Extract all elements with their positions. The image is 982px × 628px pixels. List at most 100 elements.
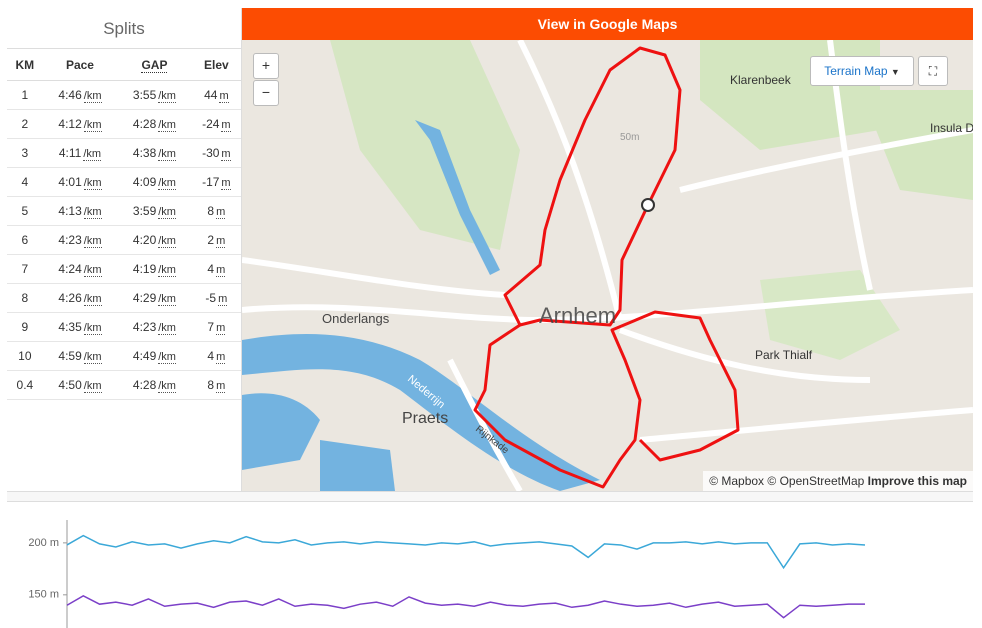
unit: /km: [158, 322, 176, 335]
layer-dropdown[interactable]: Terrain Map ▼: [810, 56, 914, 86]
split-cell: 4:24/km: [42, 254, 118, 284]
park-area: [330, 40, 520, 250]
cell-value: 4:24: [58, 262, 82, 276]
split-cell: 9: [7, 312, 43, 342]
split-cell: -5 m: [191, 283, 241, 313]
unit: m: [216, 351, 226, 364]
attr-improve[interactable]: Improve this map: [867, 474, 967, 488]
split-cell: 4:46/km: [42, 80, 118, 110]
attribution: © Mapbox © OpenStreetMap Improve this ma…: [703, 471, 973, 491]
attr-osm[interactable]: © OpenStreetMap: [767, 474, 865, 488]
split-cell: 4:49/km: [117, 341, 192, 371]
header-text: Pace: [65, 57, 94, 72]
cell-value: 4:20: [132, 233, 157, 247]
caret: ▼: [890, 67, 900, 77]
cell-value: 4:26: [58, 291, 82, 305]
river: [242, 334, 600, 491]
split-cell: 7: [7, 254, 43, 284]
split-cell: 4:29/km: [117, 283, 192, 313]
split-row: 5 4:13/km 3:59/km 8 m: [7, 196, 241, 226]
cell-value: 44: [204, 88, 218, 102]
split-cell: 4:50/km: [42, 370, 118, 400]
cell-value: 4:50: [58, 378, 82, 392]
unit: /km: [158, 90, 176, 103]
map-label: Insula De: [930, 121, 973, 135]
map[interactable]: Arnhem Praets Onderlangs Park Thialf Kla…: [242, 40, 973, 491]
split-cell: 4:12/km: [42, 109, 118, 139]
unit: /km: [158, 351, 176, 364]
elevation-chart: 150 m 200 m: [28, 520, 866, 628]
fullscreen-button[interactable]: ⛶: [918, 56, 948, 86]
route: [473, 310, 740, 489]
column-header: Pace: [42, 49, 118, 81]
split-cell: 44 m: [191, 80, 241, 110]
zoom-out[interactable]: −: [253, 80, 279, 106]
zoom-in[interactable]: +: [253, 53, 279, 79]
split-row: 8 4:26/km 4:29/km -5 m: [7, 283, 241, 313]
google-maps-button[interactable]: View in Google Maps: [242, 8, 973, 40]
split-row: 0.4 4:50/km 4:28/km 8 m: [7, 370, 241, 400]
unit: m: [216, 322, 226, 335]
map-label: Arnhem: [539, 303, 616, 328]
cell-value: 4:23: [132, 320, 157, 334]
unit: /km: [83, 148, 102, 161]
split-row: 3 4:11/km 4:38/km -30 m: [7, 138, 241, 168]
unit: m: [216, 380, 226, 393]
attr-mapbox[interactable]: © Mapbox: [709, 474, 765, 488]
cell-value: 8: [21, 291, 29, 305]
finish-marker: [641, 198, 655, 212]
data-line: [66, 595, 865, 619]
unit: /km: [83, 322, 102, 335]
unit: m: [221, 148, 231, 161]
cell-value: 2: [207, 233, 215, 247]
cell-value: 4:19: [132, 262, 157, 276]
cell-value: 4: [21, 175, 29, 189]
split-cell: 3: [7, 138, 43, 168]
cell-value: 5: [21, 204, 29, 218]
water: [242, 393, 320, 470]
split-cell: 4: [7, 167, 43, 197]
split-cell: 4:26/km: [42, 283, 118, 313]
unit: /km: [83, 90, 102, 103]
unit: /km: [83, 351, 102, 364]
unit: m: [221, 177, 231, 190]
route: [503, 46, 682, 327]
cell-value: 4:49: [132, 349, 157, 363]
unit: /km: [83, 235, 102, 248]
cell-value: 4: [207, 349, 215, 363]
split-cell: 4:23/km: [117, 312, 192, 342]
cell-value: 4:28: [132, 117, 157, 131]
cell-value: 7: [21, 262, 29, 276]
map-label: 50m: [620, 132, 639, 143]
split-row: 4 4:01/km 4:09/km -17 m: [7, 167, 241, 197]
unit: /km: [158, 293, 176, 306]
cell-value: 4:28: [132, 378, 157, 392]
split-cell: 4:23/km: [42, 225, 118, 255]
split-cell: 4:01/km: [42, 167, 118, 197]
resize-divider[interactable]: [7, 491, 973, 502]
map-label: Park Thialf: [755, 348, 813, 362]
column-header: Elev: [191, 49, 241, 81]
unit: m: [216, 235, 226, 248]
split-cell: 3:55/km: [117, 80, 192, 110]
split-row: 6 4:23/km 4:20/km 2 m: [7, 225, 241, 255]
unit: /km: [83, 264, 102, 277]
header-text: KM: [15, 57, 35, 72]
unit: m: [216, 264, 226, 277]
stream: [415, 120, 500, 275]
split-cell: 4:59/km: [42, 341, 118, 371]
header-text: Elev: [204, 57, 229, 72]
cell-value: 7: [207, 320, 215, 334]
y-tick-label: 150 m: [28, 589, 59, 601]
split-cell: 4:38/km: [117, 138, 192, 168]
cell-value: 4:01: [58, 175, 82, 189]
split-row: 2 4:12/km 4:28/km -24 m: [7, 109, 241, 139]
cell-value: 2: [21, 117, 29, 131]
cell-value: 4:35: [58, 320, 82, 334]
split-cell: 3:59/km: [117, 196, 192, 226]
